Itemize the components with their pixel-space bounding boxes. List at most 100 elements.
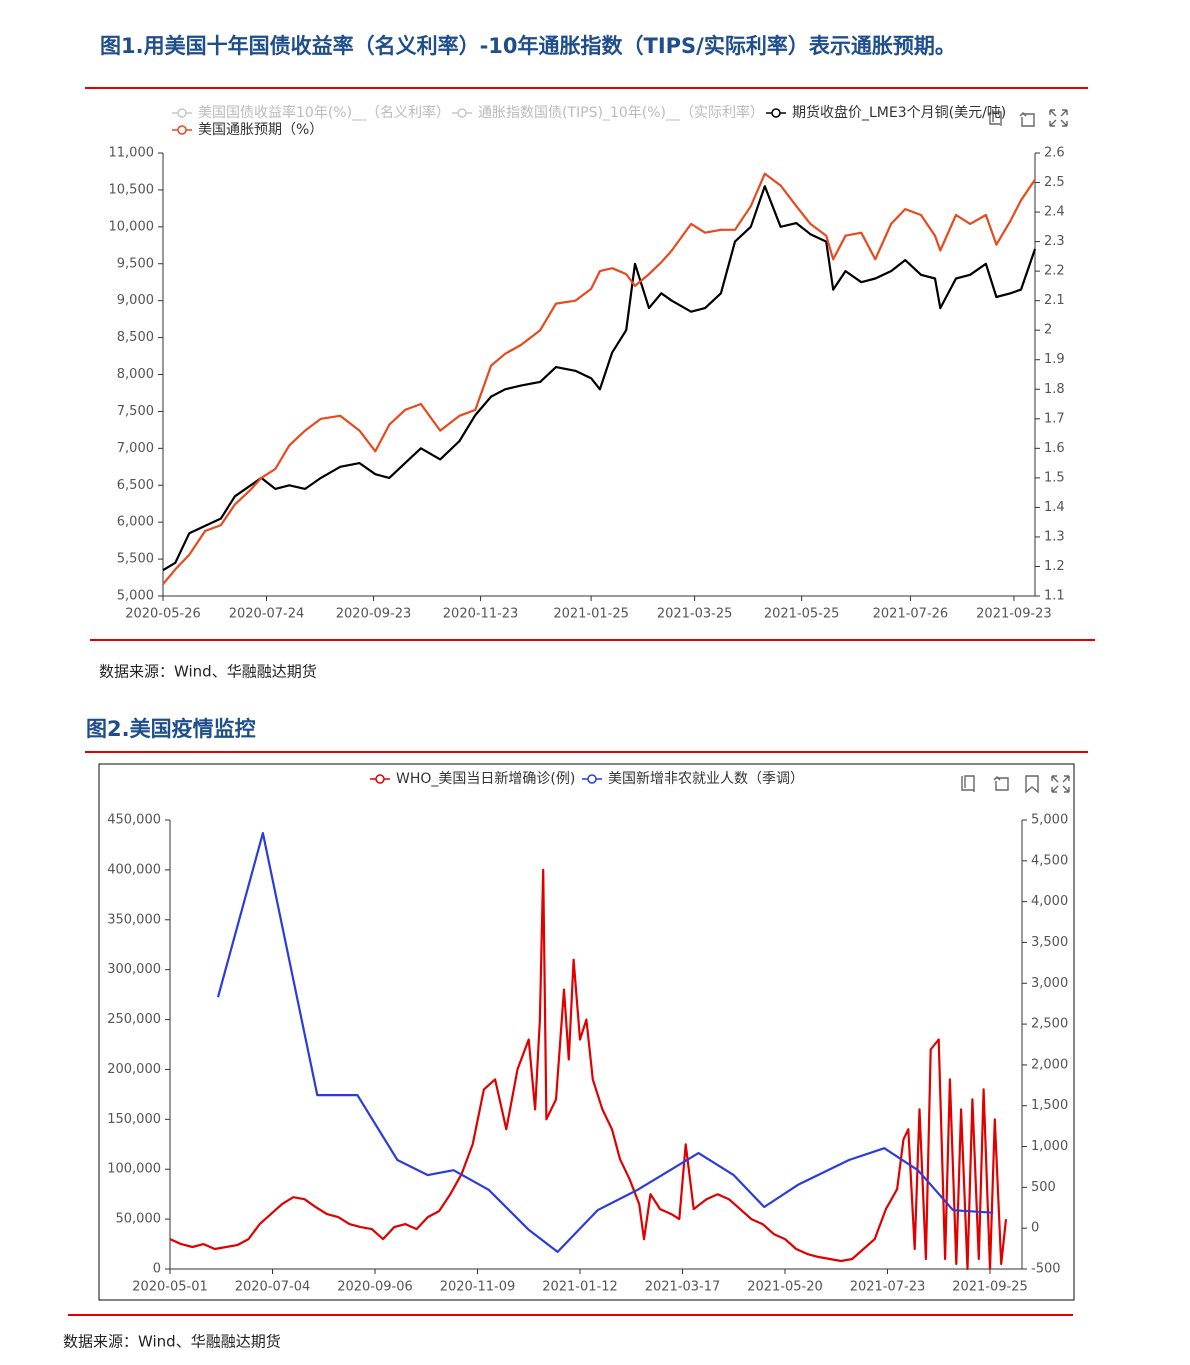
y-tick-label: 7,500 [117,404,154,419]
x-tick-label: 2021-07-26 [873,607,949,622]
y-tick-label: 350,000 [107,912,161,927]
legend-marker [177,108,187,118]
x-tick-label: 2020-05-01 [132,1280,208,1295]
series-line [169,868,1008,1271]
x-tick-label: 2020-07-24 [229,607,305,622]
x-tick-label: 2021-05-25 [764,607,840,622]
y-tick-label: 150,000 [107,1112,161,1127]
legend-marker [375,774,385,784]
y2-tick-label: 1.1 [1044,589,1065,604]
legend-label: 通胀指数国债(TIPS)_10年(%)__（实际利率） [478,104,764,121]
toolbox-save[interactable] [1051,775,1070,793]
toolbox-restore[interactable] [993,776,1009,791]
y2-tick-label: 3,500 [1031,935,1068,950]
series-line [216,832,994,1253]
legend-label: WHO_美国当日新增确诊(例) [396,771,575,787]
legend-label: 美国国债收益率10年(%)__（名义利率） [198,104,450,121]
y-tick-label: 300,000 [107,962,161,977]
y-tick-label: 450,000 [107,813,161,828]
y2-tick-label: 2 [1044,323,1052,338]
legend-marker [457,108,467,118]
y2-tick-label: 2.6 [1044,146,1065,161]
y2-tick-label: 1,000 [1031,1139,1068,1154]
y2-tick-label: 2.1 [1044,293,1065,308]
y2-tick-label: 500 [1031,1180,1056,1195]
y-tick-label: 50,000 [116,1212,162,1227]
y2-tick-label: 1.8 [1044,382,1065,397]
y2-tick-label: 4,000 [1031,894,1068,909]
y-tick-label: 10,500 [109,182,155,197]
x-tick-label: 2020-09-06 [337,1280,413,1295]
x-tick-label: 2021-09-23 [976,607,1052,622]
toolbox-save[interactable] [1049,109,1068,127]
figure-title: 图2.美国疫情监控 [86,717,256,741]
series-line [162,185,1037,572]
toolbox [989,109,1068,127]
toolbox-bookmark[interactable] [1025,775,1039,794]
y2-tick-label: 1.5 [1044,470,1065,485]
x-tick-label: 2021-09-25 [952,1280,1028,1295]
x-tick-label: 2021-07-23 [850,1280,926,1295]
y-tick-label: 5,000 [117,589,154,604]
x-tick-label: 2021-01-25 [553,607,629,622]
toolbox [961,775,1070,794]
y-tick-label: 8,500 [117,330,154,345]
y-tick-label: 5,500 [117,552,154,567]
y2-tick-label: 1.9 [1044,352,1065,367]
chart-frame [98,763,1075,1301]
y2-tick-label: 2.2 [1044,264,1065,279]
y2-tick-label: 3,000 [1031,976,1068,991]
legend-marker [771,108,781,118]
y2-tick-label: 2,500 [1031,1017,1068,1032]
y-tick-label: 7,000 [117,441,154,456]
x-tick-label: 2020-11-09 [440,1280,516,1295]
toolbox-zoom[interactable] [989,111,1002,126]
y2-tick-label: 2,000 [1031,1057,1068,1072]
legend-marker [177,125,187,135]
legend-label: 美国通胀预期（%） [198,122,323,138]
y-tick-label: 8,000 [117,367,154,382]
y2-tick-label: 1.2 [1044,559,1065,574]
x-tick-label: 2021-01-12 [542,1280,618,1295]
y-tick-label: 9,000 [117,293,154,308]
y2-tick-label: 5,000 [1031,813,1068,828]
y-tick-label: 6,500 [117,478,154,493]
y-tick-label: 0 [153,1262,161,1277]
y2-tick-label: 1.6 [1044,441,1065,456]
y2-tick-label: 1.3 [1044,529,1065,544]
y2-tick-label: -500 [1031,1262,1061,1277]
y2-tick-label: 1.4 [1044,500,1065,515]
y-tick-label: 200,000 [107,1062,161,1077]
x-tick-label: 2021-05-20 [747,1280,823,1295]
y2-tick-label: 2.5 [1044,175,1065,190]
y2-tick-label: 1,500 [1031,1098,1068,1113]
source: 数据来源：Wind、华融融达期货 [63,1333,281,1351]
y-tick-label: 11,000 [109,146,155,161]
y-tick-label: 6,000 [117,515,154,530]
source: 数据来源：Wind、华融融达期货 [99,663,317,681]
y2-tick-label: 2.3 [1044,234,1065,249]
legend-label: 美国新增非农就业人数（季调） [608,771,804,787]
y-tick-label: 250,000 [107,1012,161,1027]
y2-tick-label: 0 [1031,1221,1039,1236]
x-tick-label: 2020-05-26 [125,607,201,622]
x-tick-label: 2021-03-17 [645,1280,721,1295]
x-tick-label: 2020-11-23 [443,607,519,622]
x-tick-label: 2020-07-04 [235,1280,311,1295]
figure-title: 图1.用美国十年国债收益率（名义利率）-10年通胀指数（TIPS/实际利率）表示… [100,34,956,58]
legend-marker [587,774,597,784]
y2-tick-label: 2.4 [1044,205,1065,220]
toolbox-restore[interactable] [1019,112,1035,127]
legend-label: 期货收盘价_LME3个月铜(美元/吨) [792,104,1006,121]
toolbox-zoom[interactable] [961,775,975,792]
series-line [162,172,1036,585]
x-tick-label: 2020-09-23 [336,607,412,622]
y-tick-label: 10,000 [109,219,155,234]
y2-tick-label: 4,500 [1031,853,1068,868]
y-tick-label: 400,000 [107,862,161,877]
y-tick-label: 100,000 [107,1162,161,1177]
y2-tick-label: 1.7 [1044,411,1065,426]
y-tick-label: 9,500 [117,256,154,271]
